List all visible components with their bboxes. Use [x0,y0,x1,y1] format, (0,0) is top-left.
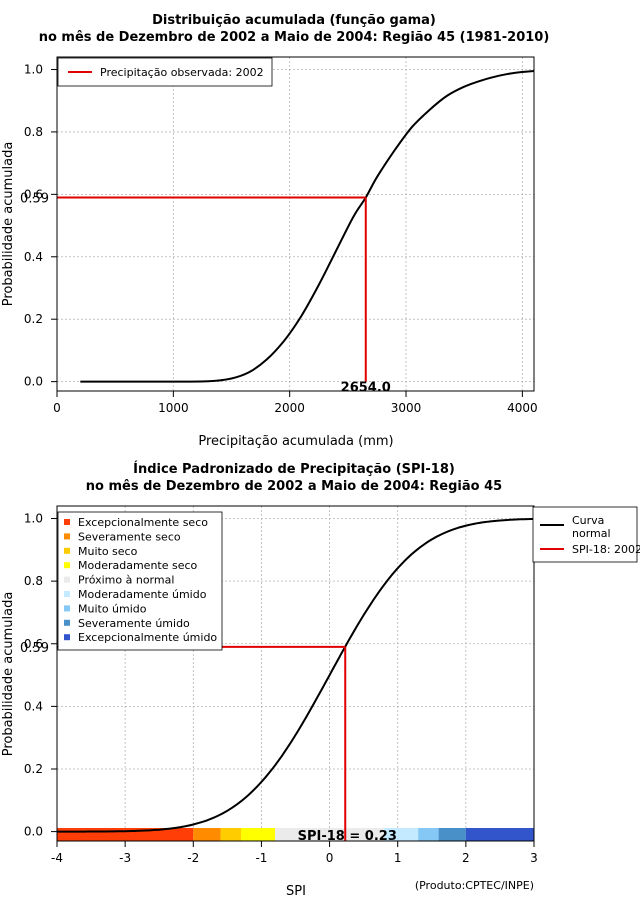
chart1-ytick-label-5: 1.0 [24,62,43,76]
chart1-legend-box [57,57,273,87]
chart2-legend-label-spi: SPI-18: 2002 [572,543,640,556]
chart2-legend-label-normal-2: normal [572,527,611,540]
chart2-category-label-1: Severamente seco [78,530,181,543]
chart2-xlabel: SPI [286,884,306,899]
chart2-subtitle: no mês de Dezembro de 2002 a Maio de 200… [86,479,502,494]
chart1-legend-label: Precipitação observada: 2002 [100,66,264,79]
chart2-ylabel: Probabilidade acumulada [1,592,16,757]
chart1-x-axis: 0 1000 2000 3000 4000 [53,391,538,415]
chart2-category-label-5: Moderadamente úmido [78,588,207,601]
chart1-observed-y-label: 0.59 [20,191,49,206]
chart2-category-swatch-7 [64,619,70,626]
chart1-title: Distribuição acumulada (função gama) [152,13,436,28]
chart2-category-swatch-8 [64,634,70,641]
chart2-category-bands [57,828,534,841]
chart1-xtick-label-4: 4000 [507,401,538,415]
chart2-xtick-label-5: 1 [394,851,402,865]
chart2-category-label-3: Moderadamente seco [78,559,198,572]
chart2-x-axis: -4 -3 -2 -1 0 1 2 3 [51,841,538,865]
chart2-band-4 [275,828,385,841]
chart1-frame [56,56,535,392]
chart1-xtick-label-1: 1000 [158,401,189,415]
chart2-category-legend-box [57,511,223,651]
chart2-xtick-label-7: 3 [530,851,538,865]
chart2-band-8 [465,828,534,841]
chart1-xtick-label-3: 3000 [391,401,422,415]
chart2-category-swatch-3 [64,562,70,569]
chart2-xtick-label-6: 2 [462,851,470,865]
chart2-category-label-6: Muito úmido [78,602,147,615]
chart2-category-swatch-5 [64,591,70,597]
chart1-xtick-label-2: 2000 [274,401,305,415]
chart2-y-axis: 0.0 0.2 0.4 0.6 0.8 1.0 [24,512,57,839]
chart1-xtick-label-0: 0 [53,401,61,415]
chart1-xlabel: Precipitação acumulada (mm) [198,434,393,449]
chart1-ytick-label-1: 0.2 [24,312,43,326]
chart2-observed-y-label: 0.59 [20,641,49,656]
chart2-line-legend-box [532,506,638,563]
chart2-spi-value-label: SPI-18 = 0.23 [298,829,397,844]
chart2-category-label-0: Excepcionalmente seco [78,516,208,529]
product-credit: (Produto:CPTEC/INPE) [415,879,534,892]
chart2-line-legend: Curva normal SPI-18: 2002 [532,506,640,563]
chart2-ytick-label-2: 0.4 [24,699,43,713]
chart1-ytick-label-3: 0.6 [24,187,43,201]
chart1-ytick-label-0: 0.0 [24,375,43,389]
chart1-subtitle: no mês de Dezembro de 2002 a Maio de 200… [39,30,550,45]
chart2-band-0 [57,828,194,841]
chart2-xtick-label-1: -3 [119,851,131,865]
chart2-xtick-label-4: 0 [326,851,334,865]
chart2-ytick-label-4: 0.8 [24,574,43,588]
chart2-xtick-label-0: -4 [51,851,63,865]
chart1-y-axis: 0.0 0.2 0.4 0.6 0.8 1.0 [24,62,57,389]
panel-gamma-cdf: Distribuição acumulada (função gama) no … [1,13,549,449]
chart2-category-swatch-1 [64,533,70,540]
chart2-band-3 [240,828,276,841]
chart2-xtick-label-2: -2 [187,851,199,865]
chart2-band-7 [438,828,466,841]
chart2-frame [56,505,535,842]
chart2-band-1 [193,828,221,841]
chart2-normal-curve [57,517,535,833]
chart2-xtick-label-3: -1 [255,851,267,865]
chart1-legend: Precipitação observada: 2002 [57,57,273,87]
panel-spi: Índice Padronizado de Precipitação (SPI-… [1,461,640,899]
chart2-category-swatch-0 [64,519,70,525]
chart1-plot: 2654.0 0.59 [20,70,535,396]
chart2-category-label-8: Excepcionalmente úmido [78,631,217,644]
chart2-category-label-7: Severamente úmido [78,617,190,630]
chart2-ytick-label-1: 0.2 [24,762,43,776]
chart2-title: Índice Padronizado de Precipitação (SPI-… [133,461,455,477]
chart2-ytick-label-3: 0.6 [24,637,43,651]
chart1-observed-x-label: 2654.0 [341,381,391,396]
chart2-band-5 [384,828,419,841]
chart1-grid [56,57,534,391]
chart2-ytick-label-0: 0.0 [24,825,43,839]
chart2-category-swatch-6 [64,605,70,612]
chart1-gamma-curve [80,70,535,383]
chart2-category-swatch-2 [64,547,70,554]
chart2-legend-label-normal-1: Curva [572,514,604,527]
chart1-ytick-label-4: 0.8 [24,125,43,139]
chart2-band-2 [220,828,241,841]
chart1-ylabel: Probabilidade acumulada [1,142,16,307]
chart2-ytick-label-5: 1.0 [24,512,43,526]
chart1-ytick-label-2: 0.4 [24,250,43,264]
chart2-band-6 [418,828,439,841]
chart2-category-swatch-4 [64,576,70,583]
chart2-category-label-4: Próximo à normal [78,574,174,587]
chart2-category-label-2: Muito seco [78,545,138,558]
